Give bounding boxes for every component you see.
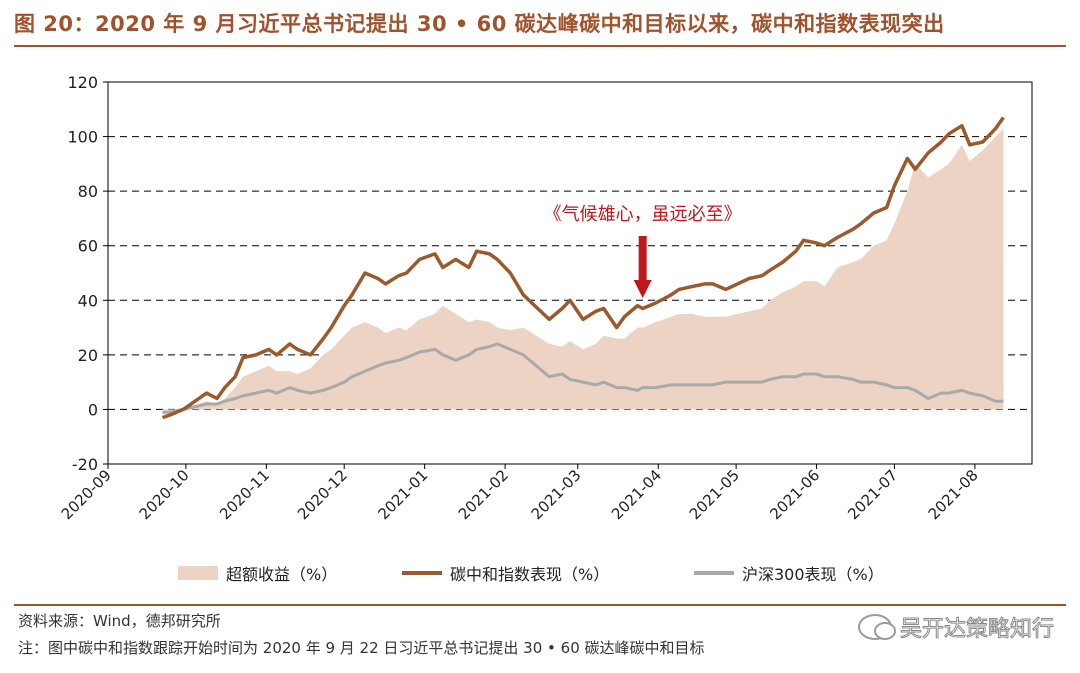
x-tick-label: 2021-06 [766,466,823,523]
legend-swatch-excess [178,566,218,580]
legend-label-index: 碳中和指数表现（%） [450,565,609,584]
x-tick-label: 2020-10 [136,466,193,523]
legend-label-hs300: 沪深300表现（%） [742,565,884,584]
x-tick-label: 2021-02 [455,466,512,523]
y-tick-label: 120 [67,73,98,92]
x-tick-label: 2020-12 [294,466,351,523]
series-hs300-line [162,342,1004,414]
x-tick-label: 2020-11 [216,466,273,523]
x-tick-label: 2021-05 [686,466,743,523]
title-rule [14,45,1066,47]
x-tick-label: 2021-07 [844,466,901,523]
x-tick-label: 2020-09 [58,466,115,523]
page-title: 图 20：2020 年 9 月习近平总书记提出 30 • 60 碳达峰碳中和目标… [14,12,945,36]
y-tick-label: 0 [88,400,98,419]
watermark-text: 吴开达策略知行 [899,617,1054,643]
y-tick-label: 100 [67,128,98,147]
x-tick-label: 2021-08 [925,466,982,523]
annotation-layer: 《气候雄心，虽远必至》 [544,204,742,298]
y-tick-label: 20 [78,346,98,365]
annotation-text: 《气候雄心，虽远必至》 [544,204,742,225]
footer-rule [14,604,1066,606]
x-tick-label: 2021-01 [374,466,431,523]
legend: 超额收益（%） 碳中和指数表现（%） 沪深300表现（%） [178,565,884,584]
y-tick-label: 80 [78,182,98,201]
y-tick-label: 40 [78,291,98,310]
x-axis: 2020-09 2020-10 2020-11 2020-12 2021-01 2021-… [58,464,982,523]
y-axis: -20 0 20 40 60 80 100 120 [67,73,108,474]
chart: -20 0 20 40 60 80 100 120 2020-09 2020-10 2020-11… [58,73,1033,584]
x-tick-label: 2021-03 [528,466,585,523]
watermark: 吴开达策略知行 [857,611,1055,643]
source-text: 资料来源：Wind，德邦研究所 [18,612,221,630]
series-index-line [161,116,1005,420]
annotation-arrow-shaft [638,236,647,282]
x-tick-label: 2021-04 [608,466,665,523]
note-text: 注：图中碳中和指数跟踪开始时间为 2020 年 9 月 22 日习近平总书记提出… [18,639,705,657]
series-excess-area [162,128,1004,415]
plot-frame [107,81,1033,465]
series-layer [161,116,1005,420]
legend-label-excess: 超额收益（%） [226,565,337,584]
y-tick-label: 60 [78,237,98,256]
y-tick-label: -20 [72,455,98,474]
annotation-arrow-head [633,280,652,298]
wechat-icon [857,614,896,640]
